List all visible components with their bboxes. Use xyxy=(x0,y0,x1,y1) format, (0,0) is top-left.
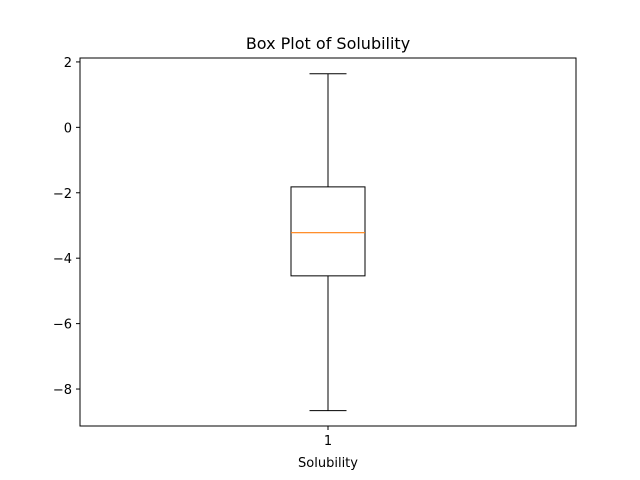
y-tick-label: −8 xyxy=(53,383,72,398)
y-tick-label: −4 xyxy=(53,252,72,267)
x-axis-title: Solubility xyxy=(298,456,358,471)
y-tick-label: −6 xyxy=(53,318,72,333)
chart-title: Box Plot of Solubility xyxy=(246,34,410,53)
y-tick-label: 2 xyxy=(64,56,72,71)
plot-area: 2 0 −2 −4 −6 −8 1 xyxy=(53,56,577,449)
y-tick-label: 0 xyxy=(64,121,72,136)
iqr-box xyxy=(290,186,366,277)
y-tick-label: −2 xyxy=(53,187,72,202)
x-tick-label: 1 xyxy=(324,434,332,449)
